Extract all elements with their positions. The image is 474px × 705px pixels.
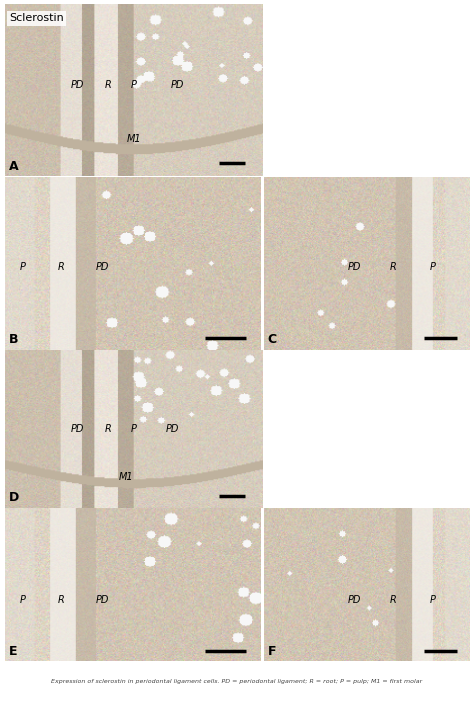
Text: F: F <box>268 645 276 658</box>
Text: PD: PD <box>171 80 184 90</box>
Text: A: A <box>9 160 19 173</box>
Text: P: P <box>429 596 435 606</box>
Text: Sclerostin: Sclerostin <box>9 13 64 23</box>
Text: R: R <box>390 596 397 606</box>
Text: D: D <box>9 491 19 505</box>
Text: R: R <box>104 424 111 434</box>
Text: P: P <box>20 596 26 606</box>
Text: M1: M1 <box>118 472 133 482</box>
Text: B: B <box>9 333 18 346</box>
Text: Expression of sclerostin in periodontal ligament cells. PD = periodontal ligamen: Expression of sclerostin in periodontal … <box>51 679 423 684</box>
Text: P: P <box>429 262 435 272</box>
Text: PD: PD <box>347 262 361 272</box>
Text: PD: PD <box>165 424 179 434</box>
Text: P: P <box>20 262 26 272</box>
Text: PD: PD <box>347 596 361 606</box>
Text: R: R <box>58 262 64 272</box>
Text: E: E <box>9 645 18 658</box>
Text: M1: M1 <box>127 134 141 144</box>
Text: R: R <box>58 596 64 606</box>
Text: R: R <box>390 262 397 272</box>
Text: PD: PD <box>70 80 83 90</box>
Text: PD: PD <box>96 596 109 606</box>
Text: R: R <box>104 80 111 90</box>
Text: PD: PD <box>96 262 109 272</box>
Text: C: C <box>268 333 277 346</box>
Text: PD: PD <box>70 424 83 434</box>
Text: P: P <box>131 424 137 434</box>
Text: P: P <box>131 80 137 90</box>
